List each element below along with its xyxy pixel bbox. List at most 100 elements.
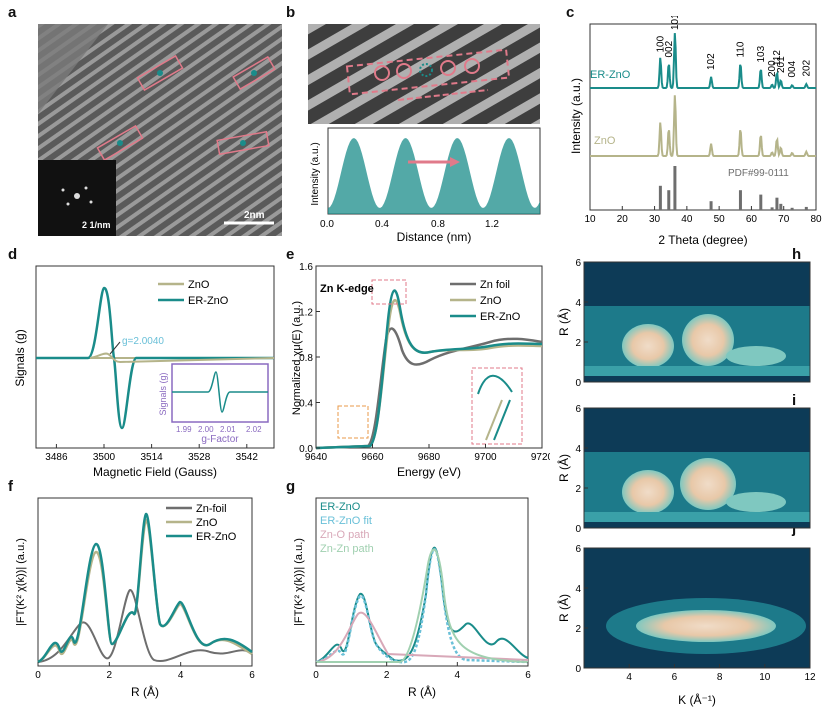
chart-d-epr: g=2.0040 ZnO ER-ZnO 1.99 2.00 2.01 2.02 … xyxy=(13,265,275,479)
chart-f-ftexafs: Zn-foil ZnO ER-ZnO 0 2 4 6 R (Å) |FT(K² χ(k… xyxy=(15,497,255,699)
e-ytick-label-4: 1.6 xyxy=(299,262,313,273)
g-xlabel: R (Å) xyxy=(408,684,436,699)
f-xtick-label-3: 6 xyxy=(249,670,255,681)
e-zn-foil xyxy=(315,327,543,450)
d-inset-t0: 1.99 xyxy=(176,425,192,434)
c-legend-pdf: PDF#99-0111 xyxy=(728,168,789,179)
d-annotation: g=2.0040 xyxy=(122,336,164,347)
d-inset-t1: 2.00 xyxy=(198,425,214,434)
j-xtick-label-2: 8 xyxy=(717,672,723,683)
e-xtick-label-3: 9700 xyxy=(474,452,497,463)
i-ylabel: R (Å) xyxy=(556,454,571,482)
c-peak-label-7: 112 xyxy=(772,50,783,66)
f-er-zno xyxy=(37,512,253,664)
chart-g-fit: ER-ZnO ER-ZnO fit Zn-O path Zn-Zn path 0… xyxy=(293,497,531,699)
e-title: Zn K-edge xyxy=(320,283,374,295)
e-legend: Zn foil ZnO ER-ZnO xyxy=(450,279,521,323)
j-ytick-label-0: 0 xyxy=(575,664,581,675)
j-xtick-label-1: 6 xyxy=(672,672,678,683)
j-ylabel: R (Å) xyxy=(556,594,571,622)
j-ytick-label-1: 2 xyxy=(575,624,581,635)
fft-label: 2 1/nm xyxy=(82,220,111,230)
hrtem-zoom xyxy=(308,24,540,124)
panel-label-c: c xyxy=(566,4,575,21)
c-peak-label-9: 004 xyxy=(787,60,798,77)
d-inset-curve xyxy=(172,371,268,413)
g-ylabel: |FT(K² χ(k))| (a.u.) xyxy=(293,538,305,626)
h-ylabel: R (Å) xyxy=(556,308,571,336)
e-xlabel: Energy (eV) xyxy=(397,465,461,479)
d-xtick-label-4: 3542 xyxy=(236,452,259,463)
f-ylabel: |FT(K² χ(k))| (a.u.) xyxy=(15,538,27,626)
c-peak-label-4: 110 xyxy=(735,41,746,57)
d-inset-xlabel: g-Factor xyxy=(201,434,239,445)
f-legend-er: ER-ZnO xyxy=(196,531,237,543)
d-ylabel: Signals (g) xyxy=(13,329,27,386)
tick-b-3: 1.2 xyxy=(485,219,499,230)
scale-bar-label: 2nm xyxy=(244,210,265,221)
g-legend-fit: ER-ZnO fit xyxy=(320,515,372,527)
g-zn-o-path xyxy=(315,611,529,663)
e-legend-foil: Zn foil xyxy=(480,279,510,291)
c-peak-label-10: 202 xyxy=(801,59,812,76)
fft-spots xyxy=(61,186,93,206)
e-legend-er: ER-ZnO xyxy=(480,311,521,323)
panel-label-h: h xyxy=(792,246,802,263)
g-frame xyxy=(315,497,529,667)
h-ytick-label-0: 0 xyxy=(575,378,581,389)
f-xlabel: R (Å) xyxy=(131,684,159,699)
vacancy-dots xyxy=(117,70,257,146)
wavelet-panels: 0 2 4 6 0 2 4 6 0 2 4 6 4 6 8 10 12 R (Å) R (Å) R (Å) K … xyxy=(556,258,816,707)
b-xlabel: Distance (nm) xyxy=(397,230,472,244)
c-peak-label-6: 200 xyxy=(767,60,778,77)
d-xlabel: Magnetic Field (Gauss) xyxy=(93,465,217,479)
profile-arrowhead xyxy=(450,157,460,167)
c-xtick-label-7: 80 xyxy=(810,214,822,225)
e-inset-edge-1 xyxy=(485,399,503,441)
g-legend-znzn: Zn-Zn path xyxy=(320,543,374,555)
vacancy-circle xyxy=(419,63,433,77)
c-peak-label-8: 201 xyxy=(776,56,787,73)
e-ytick-label-1: 0.4 xyxy=(299,399,313,410)
e-xtick-label-2: 9680 xyxy=(418,452,441,463)
g-xtick-label-0: 0 xyxy=(313,670,319,681)
c-peak-label-0: 100 xyxy=(655,35,666,52)
d-inset-t3: 2.02 xyxy=(246,425,262,434)
f-legend-foil: Zn-foil xyxy=(196,503,227,515)
c-xtick-label-5: 60 xyxy=(746,214,758,225)
b-ylabel: Intensity (a.u.) xyxy=(310,142,321,205)
chart-e-xanes: Zn K-edge Zn foil ZnO ER-ZnO 9640 9660 968… xyxy=(291,262,550,479)
e-ylabel: Normalized χμ(E) (a.u.) xyxy=(291,301,303,415)
j-xtick-label-4: 12 xyxy=(804,672,816,683)
d-xtick-label-3: 3528 xyxy=(188,452,211,463)
c-legend-zno: ZnO xyxy=(594,135,616,147)
c-peak-label-1: 002 xyxy=(664,40,675,57)
c-frame xyxy=(589,23,817,211)
c-peak-label-3: 102 xyxy=(706,53,717,70)
e-ytick-label-2: 0.8 xyxy=(299,353,313,364)
f-frame xyxy=(37,497,253,667)
c-peak-label-2: 101 xyxy=(670,16,681,30)
d-annot-line xyxy=(109,341,121,355)
e-legend-zno: ZnO xyxy=(480,295,502,307)
f-zn-foil xyxy=(37,588,253,663)
c-peak-label-5: 103 xyxy=(756,45,767,62)
zoom-fringes xyxy=(308,24,540,124)
e-ytick-label-3: 1.2 xyxy=(299,308,313,319)
j-ytick-label-2: 4 xyxy=(575,584,581,595)
d-xtick-label-2: 3514 xyxy=(140,452,163,463)
d-inset xyxy=(171,363,269,423)
d-xtick-label-0: 3486 xyxy=(45,452,68,463)
c-ylabel: Intensity (a.u.) xyxy=(569,78,583,154)
wt-h xyxy=(584,262,810,382)
c-xtick-label-2: 30 xyxy=(649,214,661,225)
panel-label-b: b xyxy=(286,4,296,21)
panel-label-g: g xyxy=(286,478,296,495)
atom-circles xyxy=(374,58,480,81)
d-inset-ylabel: Signals (g) xyxy=(158,372,168,415)
hrtem-image: 2nm 2 1/nm xyxy=(38,24,282,236)
defect-markers xyxy=(96,54,276,162)
panel-label-e: e xyxy=(286,246,295,263)
c-xtick-label-6: 70 xyxy=(778,214,790,225)
